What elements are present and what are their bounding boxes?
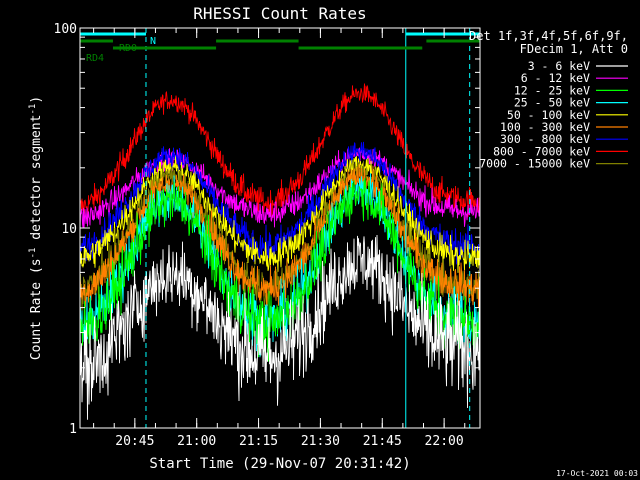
- axes: 1 10 100 20:45 21:00 21:15 21:30 21:45 22:00: [54, 22, 481, 449]
- legend-label: 25 - 50 keV: [514, 96, 590, 110]
- legend-header-line2: FDecim 1, Att 0: [520, 42, 628, 56]
- legend: Det 1f,3f,4f,5f,6f,9f, FDecim 1, Att 0 3…: [469, 29, 628, 171]
- y-tick-label: 10: [61, 222, 77, 237]
- legend-label: 12 - 25 keV: [514, 83, 590, 97]
- series-line-100-300kev: [79, 164, 481, 309]
- y-axis-label-sup2: -1: [28, 104, 38, 115]
- legend-label: 800 - 7000 keV: [493, 144, 590, 158]
- legend-header-line1: Det 1f,3f,4f,5f,6f,9f,: [469, 29, 628, 43]
- legend-label: 300 - 800 keV: [500, 132, 590, 146]
- y-axis-label-end: ): [29, 96, 44, 104]
- y-axis-label-sup1: -1: [28, 248, 38, 259]
- flag-label-rd0: RD0: [119, 43, 137, 54]
- series-line-3-6kev: [79, 234, 481, 420]
- x-axis-label: Start Time (29-Nov-07 20:31:42): [149, 456, 410, 472]
- y-tick-label: 1: [69, 422, 77, 437]
- x-tick-label: 21:30: [301, 434, 340, 449]
- legend-label: 50 - 100 keV: [507, 108, 590, 122]
- y-axis-label: Count Rate (s-1 detector segment-1): [28, 96, 44, 360]
- series-line-50-100kev: [79, 156, 481, 273]
- y-axis-label-mid: detector segment: [29, 115, 44, 248]
- x-tick-label: 21:45: [363, 434, 402, 449]
- legend-label: 100 - 300 keV: [500, 120, 590, 134]
- x-tick-label: 22:00: [425, 434, 464, 449]
- flag-label-n: N: [150, 36, 156, 47]
- x-tick-label: 20:45: [115, 434, 154, 449]
- legend-label: 3 - 6 keV: [528, 59, 590, 73]
- x-tick-label: 21:15: [239, 434, 278, 449]
- flag-label-rd4: RD4: [86, 53, 104, 64]
- footer-timestamp: 17-Oct-2021 00:03: [556, 469, 638, 478]
- series-line-6-12kev: [79, 147, 481, 229]
- legend-label: 7000 - 15000 keV: [479, 157, 590, 171]
- y-axis-label-main: Count Rate (s: [29, 258, 44, 360]
- x-tick-label: 21:00: [177, 434, 216, 449]
- legend-label: 6 - 12 keV: [521, 71, 590, 85]
- series-layer: [79, 83, 481, 420]
- series-line-800-7000kev: [79, 83, 481, 220]
- chart-title: RHESSI Count Rates: [193, 4, 366, 23]
- y-tick-label: 100: [54, 22, 77, 37]
- series-line-12-25kev: [79, 177, 481, 362]
